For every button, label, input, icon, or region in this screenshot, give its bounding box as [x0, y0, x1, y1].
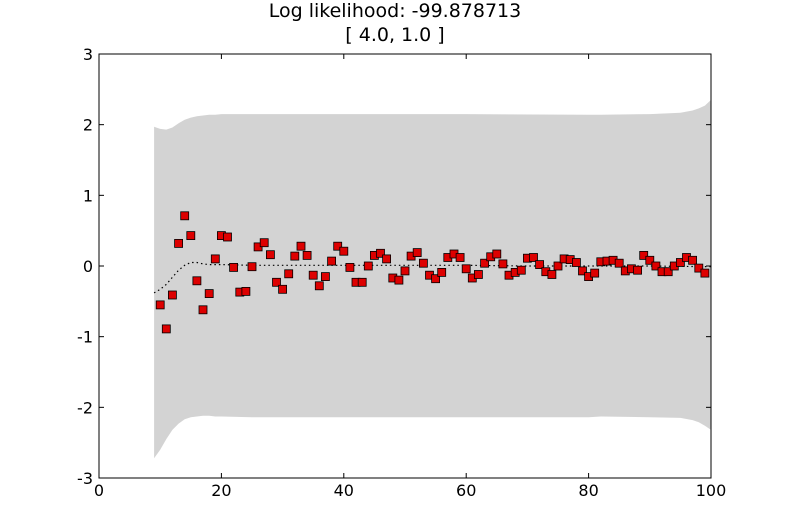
data-point: [363, 261, 373, 271]
x-tick-label: 100: [696, 481, 727, 500]
data-point: [492, 249, 502, 259]
y-axis-ticks: -3 -2 -1 0 1 2 3: [77, 45, 711, 488]
data-point: [284, 269, 294, 279]
y-tick-label: 3: [83, 45, 93, 64]
data-point: [382, 254, 392, 264]
data-point: [198, 305, 208, 315]
data-point: [290, 251, 300, 261]
data-point: [651, 261, 661, 271]
data-point: [241, 286, 251, 296]
data-point: [302, 250, 312, 260]
data-point: [437, 267, 447, 277]
data-point: [547, 270, 557, 279]
data-point: [473, 270, 483, 279]
data-point: [339, 246, 349, 256]
x-tick-label: 40: [334, 481, 354, 500]
data-point: [645, 255, 655, 265]
data-point: [418, 258, 428, 268]
data-point: [578, 266, 587, 276]
data-point: [229, 262, 239, 272]
data-point: [590, 268, 600, 278]
data-point: [320, 272, 330, 282]
x-tick-label: 20: [211, 481, 231, 500]
data-point: [314, 281, 324, 291]
chart-subtitle: [ 4.0, 1.0 ]: [345, 24, 445, 46]
data-point: [663, 267, 673, 277]
data-point: [400, 266, 410, 276]
data-point: [167, 290, 177, 300]
data-point: [210, 254, 220, 264]
data-point: [155, 300, 165, 310]
data-point: [308, 270, 318, 280]
data-point: [376, 248, 385, 258]
data-point: [461, 264, 471, 274]
data-point: [431, 274, 441, 284]
data-point: [204, 289, 214, 299]
data-point: [480, 258, 490, 268]
data-point: [529, 253, 538, 262]
x-tick-label: 60: [456, 481, 476, 500]
x-tick-label: 0: [94, 481, 104, 500]
data-point: [639, 250, 649, 260]
data-point: [357, 277, 367, 287]
y-tick-label: -3: [77, 469, 93, 488]
data-point: [278, 284, 288, 294]
data-point: [296, 241, 306, 251]
data-point: [614, 258, 624, 268]
data-point: [694, 263, 704, 273]
y-tick-label: -1: [77, 328, 93, 347]
data-point: [553, 261, 563, 271]
data-point: [700, 268, 710, 278]
data-point: [516, 265, 526, 275]
data-point: [161, 324, 171, 334]
data-point: [265, 250, 275, 260]
data-point: [455, 253, 465, 262]
data-point: [412, 248, 422, 258]
data-point: [180, 211, 190, 221]
x-tick-label: 80: [578, 481, 598, 500]
data-point: [259, 238, 269, 248]
data-point: [688, 255, 697, 265]
data-point: [247, 262, 257, 272]
data-point: [394, 275, 404, 285]
y-tick-label: 1: [83, 186, 93, 205]
x-axis-ticks: 0 20 40 60 80 100: [94, 54, 726, 500]
data-points-layer: [155, 211, 710, 334]
data-point: [633, 265, 642, 275]
chart-title: Log likelihood: -99.878713: [268, 0, 522, 22]
data-point: [333, 241, 343, 251]
data-point: [272, 277, 281, 287]
y-tick-label: -2: [77, 398, 93, 417]
data-point: [676, 258, 685, 267]
data-point: [535, 260, 544, 270]
data-point: [186, 231, 196, 241]
y-tick-label: 0: [83, 257, 93, 276]
data-point: [192, 276, 202, 286]
data-point: [345, 262, 355, 272]
data-point: [223, 232, 232, 242]
y-tick-label: 2: [83, 116, 93, 135]
data-point: [498, 259, 508, 269]
data-point: [174, 238, 184, 248]
data-point: [572, 258, 581, 267]
data-point: [327, 256, 337, 266]
